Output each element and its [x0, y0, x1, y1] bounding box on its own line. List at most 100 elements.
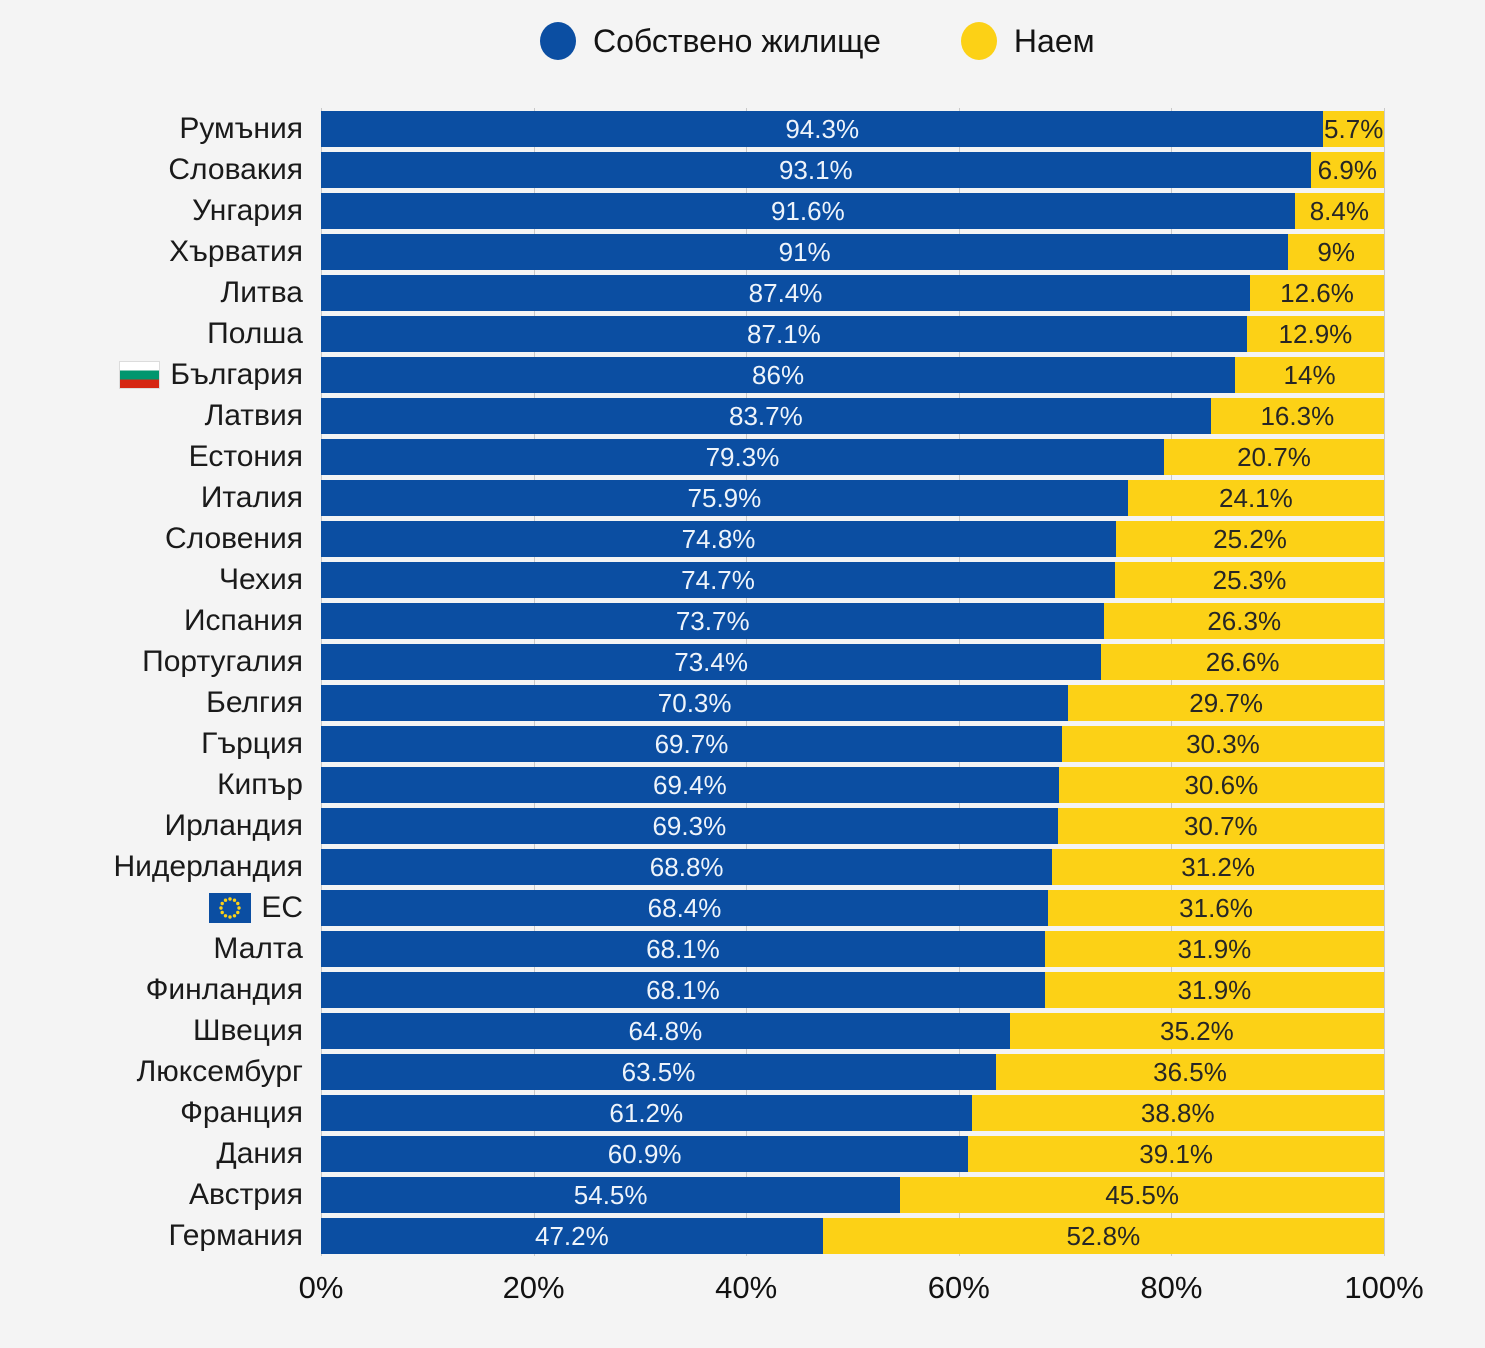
rent-value-label: 35.2% — [1160, 1015, 1234, 1046]
stacked-bar: 75.9% 24.1% — [321, 479, 1384, 516]
stacked-bar: 73.7% 26.3% — [321, 602, 1384, 639]
rent-bar-segment: 16.3% — [1210, 397, 1384, 434]
country-label-cell: България — [0, 358, 321, 392]
chart-row: Швеция 64.8% 35.2% — [0, 1010, 1384, 1051]
stacked-bar: 68.4% 31.6% — [321, 889, 1384, 926]
own-bar-segment: 61.2% — [321, 1094, 972, 1131]
chart-row: Унгария 91.6% 8.4% — [0, 190, 1384, 231]
own-bar-segment: 69.4% — [321, 766, 1059, 803]
rent-value-label: 26.3% — [1207, 605, 1282, 636]
own-bar-segment: 68.8% — [321, 848, 1053, 885]
chart-row: Словения 74.8% 25.2% — [0, 518, 1384, 559]
rent-value-label: 29.7% — [1189, 687, 1263, 718]
country-label: Чехия — [218, 562, 303, 596]
rent-bar-segment: 12.9% — [1246, 315, 1384, 352]
own-bar-segment: 68.1% — [321, 930, 1045, 967]
gridline — [321, 108, 322, 1256]
legend-label-rent: Наем — [1013, 22, 1095, 59]
legend-dot-own-icon — [540, 22, 576, 60]
stacked-bar: 87.1% 12.9% — [321, 315, 1384, 352]
chart-row: България 86% 14% — [0, 354, 1384, 395]
rent-value-label: 14% — [1283, 359, 1336, 390]
own-value-label: 91% — [778, 236, 831, 267]
country-label-cell: Кипър — [0, 768, 321, 802]
stacked-bar-chart: Румъния 94.3% 5.7% — [0, 108, 1385, 1256]
country-label: Франция — [180, 1095, 303, 1129]
rent-value-label: 38.8% — [1140, 1097, 1215, 1128]
country-label-cell: Швеция — [0, 1014, 321, 1048]
rent-value-label: 12.6% — [1280, 277, 1354, 308]
rent-value-label: 31.2% — [1181, 851, 1256, 882]
x-axis-tick-label: 0% — [298, 1270, 344, 1305]
country-label: Гърция — [201, 726, 303, 760]
rent-value-label: 8.4% — [1309, 195, 1369, 226]
own-value-label: 86% — [752, 359, 805, 390]
chart-row: Ирландия 69.3% 30.7% — [0, 805, 1384, 846]
chart-row: Хърватия 91% 9% — [0, 231, 1384, 272]
rent-bar-segment: 26.6% — [1101, 643, 1384, 680]
own-bar-segment: 94.3% — [321, 110, 1324, 147]
gridline — [533, 108, 535, 1256]
stacked-bar: 91% 9% — [321, 233, 1384, 270]
x-axis-tick-label: 60% — [927, 1270, 990, 1305]
chart-row: Чехия 74.7% 25.3% — [0, 559, 1384, 600]
country-label-cell: Хърватия — [0, 235, 321, 269]
rent-value-label: 52.8% — [1066, 1220, 1141, 1251]
country-label-cell: Латвия — [0, 399, 321, 433]
country-label-cell: Словения — [0, 522, 321, 556]
own-bar-segment: 79.3% — [321, 438, 1164, 475]
own-value-label: 70.3% — [657, 687, 732, 718]
own-bar-segment: 69.7% — [321, 725, 1062, 762]
country-label-cell: Румъния — [0, 112, 321, 146]
rent-bar-segment: 25.2% — [1116, 520, 1384, 557]
country-label-cell: Словакия — [0, 153, 321, 187]
country-label: Нидерландия — [113, 849, 303, 883]
country-label: Италия — [200, 480, 303, 514]
eu-flag-icon — [209, 892, 252, 923]
country-label: ЕС — [261, 890, 303, 924]
stacked-bar: 68.1% 31.9% — [321, 930, 1384, 967]
gridline — [746, 108, 748, 1256]
gridlines-layer — [321, 108, 1385, 1256]
country-label: Финландия — [145, 972, 303, 1006]
own-value-label: 68.1% — [646, 974, 720, 1005]
own-bar-segment: 86% — [321, 356, 1236, 393]
rent-value-label: 31.9% — [1177, 933, 1252, 964]
stacked-bar: 69.4% 30.6% — [321, 766, 1384, 803]
rent-bar-segment: 30.3% — [1061, 725, 1384, 762]
rent-bar-segment: 25.3% — [1115, 561, 1384, 598]
rent-value-label: 24.1% — [1219, 482, 1293, 513]
rent-bar-segment: 12.6% — [1250, 274, 1384, 311]
x-axis-tick-label: 20% — [502, 1270, 565, 1305]
stacked-bar: 86% 14% — [321, 356, 1384, 393]
stacked-bar: 68.8% 31.2% — [321, 848, 1384, 885]
x-axis-tick-label: 80% — [1140, 1270, 1203, 1305]
country-label: Румъния — [179, 111, 303, 145]
country-label: Белгия — [206, 685, 303, 719]
chart-row: Испания 73.7% 26.3% — [0, 600, 1384, 641]
country-label: Латвия — [204, 398, 303, 432]
own-value-label: 73.4% — [674, 646, 748, 677]
rent-bar-segment: 20.7% — [1163, 438, 1384, 475]
country-label-cell: Белгия — [0, 686, 321, 720]
rent-value-label: 31.6% — [1179, 892, 1253, 923]
country-label: България — [170, 357, 303, 391]
own-value-label: 94.3% — [785, 113, 860, 144]
gridline — [1384, 108, 1385, 1256]
rent-value-label: 30.7% — [1183, 810, 1258, 841]
country-label: Малта — [213, 931, 303, 965]
country-label: Германия — [168, 1218, 304, 1252]
rent-bar-segment: 26.3% — [1104, 602, 1384, 639]
x-axis-tick-label: 100% — [1344, 1270, 1424, 1305]
rent-value-label: 6.9% — [1317, 154, 1377, 185]
rent-value-label: 25.3% — [1212, 564, 1287, 595]
chart-row: Естония 79.3% 20.7% — [0, 436, 1384, 477]
gridline — [958, 108, 960, 1256]
chart-row: Нидерландия 68.8% 31.2% — [0, 846, 1384, 887]
country-label: Литва — [220, 275, 303, 309]
stacked-bar: 61.2% 38.8% — [321, 1094, 1384, 1131]
country-label-cell: Гърция — [0, 727, 321, 761]
country-label: Швеция — [193, 1013, 303, 1047]
gridline — [1171, 108, 1173, 1256]
country-label: Португалия — [142, 644, 303, 678]
